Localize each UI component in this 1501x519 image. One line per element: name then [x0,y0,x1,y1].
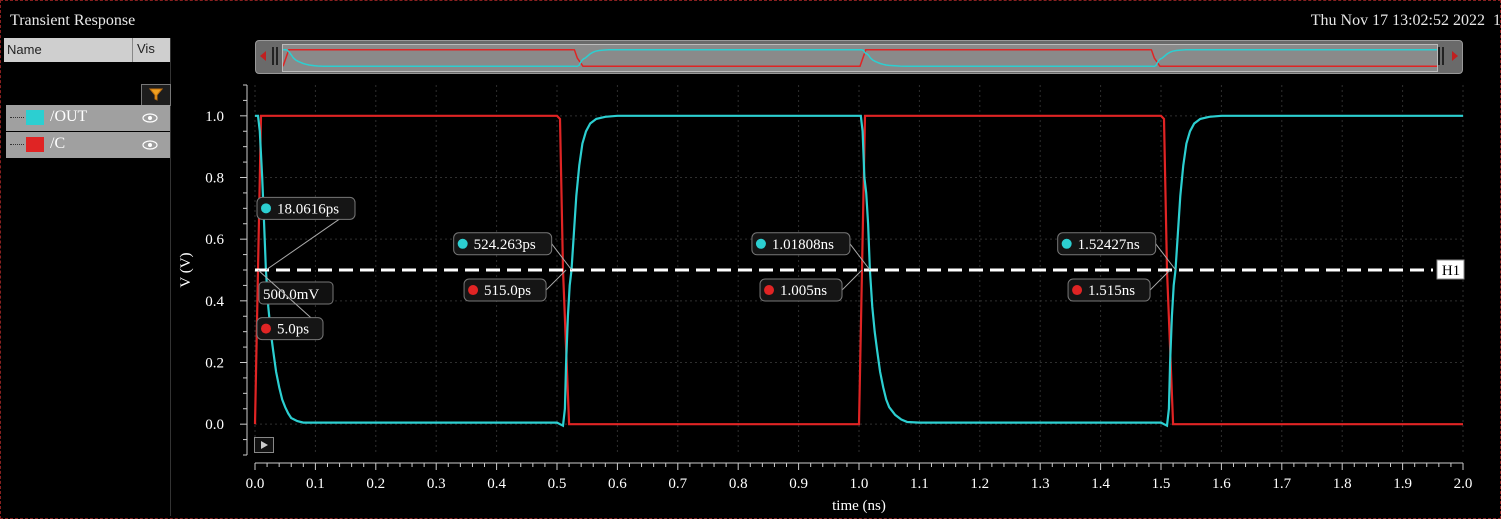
x-tick-label: 1.0 [850,476,869,492]
series-line-out [255,114,1463,428]
overview-right-handle[interactable] [1438,47,1444,65]
window-title: Transient Response [10,12,136,29]
scroll-left-arrow-icon[interactable] [260,51,266,61]
marker-label: 18.0616ps [277,201,339,217]
x-tick-label: 0.9 [789,476,808,492]
overview-scroller[interactable] [255,40,1463,74]
h1-label: H1 [1442,263,1460,279]
column-header-vis[interactable]: Vis [132,38,155,62]
overview-window[interactable] [282,44,1438,72]
h1-tag [1436,259,1465,280]
overview-line-c [282,48,1437,68]
signal-row-c[interactable]: /C [6,132,170,158]
tree-connector [10,144,24,145]
marker-label: 1.515ns [1088,283,1135,299]
y-tick-label: 0.2 [205,356,224,372]
x-tick-label: 0.8 [729,476,748,492]
marker-leader [849,243,871,271]
x-tick-label: 0.1 [306,476,325,492]
marker-leader [841,269,863,291]
marker-box [759,278,843,302]
marker-dot [468,285,479,296]
x-tick-label: 1.9 [1393,476,1412,492]
series-line-c [253,114,1463,426]
marker-dot [764,285,775,296]
marker-box [1057,232,1157,256]
y-axis-label: V (V) [178,252,194,287]
timestamp-text: Thu Nov 17 13:02:52 2022 [1310,12,1485,29]
marker-label: 524.263ps [474,237,536,253]
x-tick-label: 0.0 [246,476,265,492]
x-tick-label: 1.3 [1031,476,1050,492]
overview-left-handle[interactable] [272,47,278,65]
x-tick-label: 0.2 [366,476,385,492]
marker-dot [261,323,271,334]
marker-box [751,232,851,256]
marker-leader [1149,269,1171,291]
h1-value-label: 500.0mV [263,287,319,303]
marker-label: 5.0ps [277,322,309,338]
x-tick-label: 0.5 [548,476,567,492]
x-tick-label: 1.6 [1212,476,1231,492]
plot-series [253,114,1463,428]
marker-label: 515.0ps [484,283,531,299]
marker-box [1067,278,1151,302]
plot-axes: 0.0 0.1 0.2 0.3 0.4 0.5 0.6 0.7 0.8 0.9 1.0 1.1 1.2 1… [205,84,1473,492]
signal-name-c: /C [50,135,66,152]
column-header-name[interactable]: Name [7,42,42,57]
x-tick-label: 1.1 [910,476,929,492]
play-button[interactable] [254,437,274,453]
play-icon [261,441,268,449]
marker-dot [457,238,468,249]
filter-button[interactable] [141,84,171,106]
marker-dot [261,203,271,214]
signal-color-swatch-out[interactable] [26,110,44,125]
marker-box [463,278,547,302]
marker-box [256,317,324,341]
x-tick-label: 0.7 [668,476,687,492]
marker-dot [1072,285,1083,296]
signal-color-swatch-c[interactable] [26,137,44,152]
overview-waveform [282,48,1437,68]
page-number: 1 [1493,12,1501,29]
y-tick-label: 0.8 [205,171,224,187]
signal-panel: Name Vis /OUT /C [4,38,171,516]
tree-connector [10,117,24,118]
x-tick-label: 1.8 [1333,476,1352,492]
x-tick-label: 1.7 [1272,476,1291,492]
marker-dot [1061,238,1072,249]
x-tick-label: 1.2 [970,476,989,492]
x-tick-label: 1.4 [1091,476,1110,492]
marker-dot [755,238,766,249]
y-tick-label: 0.4 [205,294,224,310]
marker-box [453,232,553,256]
y-tick-label: 0.6 [205,232,224,248]
marker-label: 1.005ns [780,283,827,299]
plot-markers: 18.0616ps 5.0ps 524.263ps 515.0ps 1.01808ns 1… [256,196,1177,341]
x-tick-label: 0.4 [487,476,506,492]
x-tick-label: 2.0 [1454,476,1473,492]
y-tick-label: 0.0 [205,417,224,433]
eye-icon[interactable] [142,140,158,150]
signal-name-out: /OUT [50,108,88,125]
marker-label: 1.01808ns [772,237,834,253]
marker-label: 1.52427ns [1078,237,1140,253]
y-tick-label: 1.0 [205,109,224,125]
marker-box [256,196,356,220]
x-tick-label: 1.5 [1152,476,1171,492]
eye-icon[interactable] [142,113,158,123]
overview-line-out [283,48,1437,68]
timestamp: Thu Nov 17 13:02:52 2022 1 [1311,12,1501,30]
signal-panel-header: Name Vis [4,38,170,62]
scroll-right-arrow-icon[interactable] [1452,51,1458,61]
marker-leader [1155,243,1177,271]
x-tick-label: 0.3 [427,476,446,492]
marker-leader [551,243,573,271]
marker-leader [545,269,567,291]
signal-row-out[interactable]: /OUT [6,105,170,131]
x-tick-label: 0.6 [608,476,627,492]
x-axis-label: time (ns) [832,498,886,514]
filter-icon [149,88,163,101]
